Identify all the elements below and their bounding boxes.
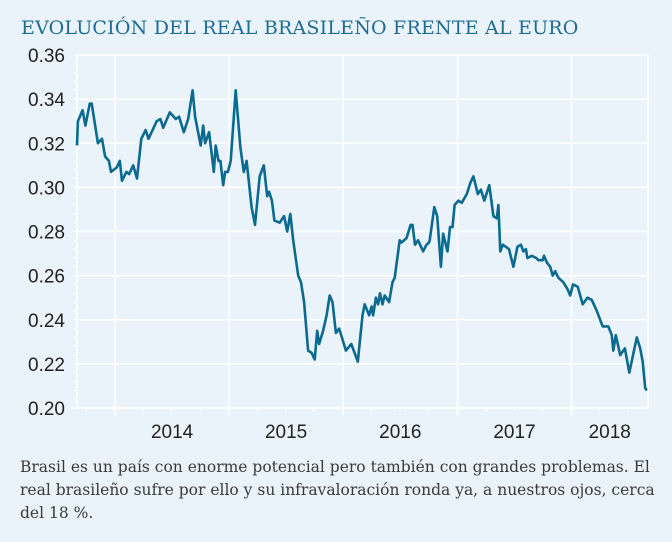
grid (77, 54, 648, 416)
y-tick-label: 0.36 (28, 46, 65, 67)
caption: Brasil es un país con enorme potencial p… (20, 458, 655, 522)
y-tick-label: 0.34 (28, 90, 65, 111)
y-tick-label: 0.30 (28, 178, 65, 199)
y-tick-label: 0.20 (28, 399, 65, 420)
axes (71, 54, 649, 412)
y-tick-label: 0.32 (28, 134, 65, 155)
x-tick-label: 2018 (589, 422, 631, 443)
y-tick-label: 0.28 (28, 223, 65, 244)
x-tick-label: 2015 (265, 422, 307, 443)
y-axis-ticks: 0.36 0.34 0.32 0.30 0.28 0.26 0.24 0.22 0.20 (28, 46, 65, 420)
series-line (75, 89, 648, 392)
y-tick-label: 0.22 (28, 355, 65, 376)
x-tick-label: 2014 (151, 422, 194, 443)
x-tick-label: 2016 (379, 422, 421, 443)
chart-title: EVOLUCIÓN DEL REAL BRASILEÑO FRENTE AL E… (21, 17, 579, 39)
y-tick-label: 0.24 (28, 311, 65, 332)
line-chart: 0.36 0.34 0.32 0.30 0.28 0.26 0.24 0.22 0.20 201… (28, 46, 649, 443)
x-axis-ticks: 2014 2015 2016 2017 2018 (151, 422, 631, 443)
x-tick-label: 2017 (493, 422, 535, 443)
y-tick-label: 0.26 (28, 267, 65, 288)
